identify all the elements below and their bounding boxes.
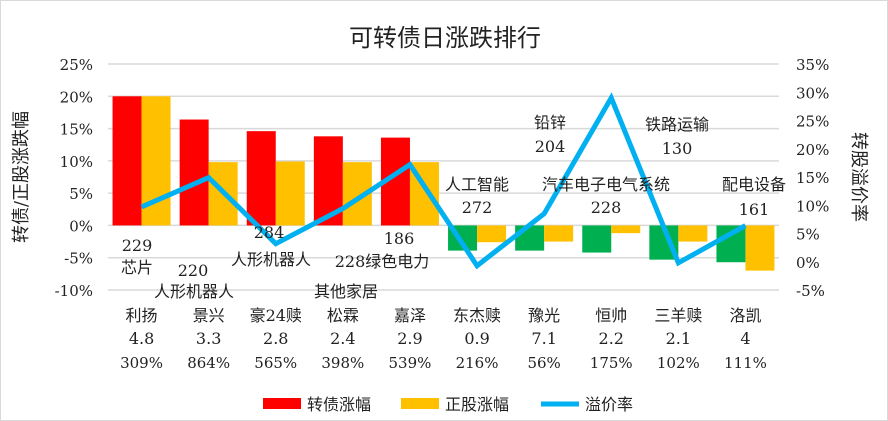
legend-label: 转债涨幅 [307,395,371,414]
legend-swatch [401,398,439,409]
category-label: 恒帅 [595,306,627,325]
y-right-tick-label: 20% [796,141,829,159]
category-label: 豫光 [528,306,560,325]
category-percent-label: 216% [456,354,499,372]
y-right-axis-title: 转股溢价率 [848,132,869,222]
annotation-label: 130 [662,139,693,158]
y-right-tick-label: 15% [796,169,829,187]
legend-label: 溢价率 [585,395,633,414]
category-label: 洛凯 [729,306,761,325]
bar-bond-change [246,131,276,226]
category-value-label: 2.9 [397,329,422,348]
bar-stock-change [611,225,641,234]
bar-stock-change [275,161,305,226]
y-left-tick-label: 25% [60,56,93,74]
bar-bond-change [179,119,209,226]
category-value-label: 2.1 [666,329,691,348]
category-value-label: 2.8 [263,329,288,348]
category-percent-label: 864% [187,354,230,372]
category-percent-label: 111% [724,354,767,372]
y-left-tick-label: -5% [64,250,93,268]
category-value-label: 3.3 [196,329,221,348]
annotation-label: 人形机器人 [154,282,234,301]
category-percent-label: 565% [254,354,297,372]
chart-title: 可转债日涨跌排行 [349,24,541,52]
annotation-label: 229 [122,236,153,255]
legend-swatch [263,398,301,409]
y-right-tick-label: -5% [796,282,825,300]
category-percent-label: 102% [657,354,700,372]
annotation-label: 铅锌 [534,113,566,132]
y-left-tick-label: 20% [60,88,93,106]
legend-label: 正股涨幅 [445,395,509,414]
bar-stock-change [477,225,507,243]
annotation-label: 284 [254,223,285,242]
bar-bond-change [515,225,545,251]
annotation-label: 161 [739,200,770,219]
premium-line [140,92,747,270]
y-right-tick-label: 25% [796,113,829,131]
y-right-tick-label: 5% [796,226,820,244]
y-left-tick-label: 5% [69,185,93,203]
y-left-tick-label: 0% [69,217,93,235]
y-left-tick-label: -10% [55,282,93,300]
annotation-label: 人工智能 [445,175,509,194]
y-right-tick-label: 0% [796,254,820,272]
annotation-label: 人形机器人 [231,250,311,269]
category-value-label: 0.9 [464,329,489,348]
annotation-label: 186 [384,229,415,248]
category-label: 东杰赎 [453,306,501,325]
category-label: 三羊赎 [654,306,702,325]
category-label: 利扬 [126,306,158,325]
bar-bond-change [582,225,612,253]
category-label: 嘉泽 [394,306,426,325]
category-value-label: 4.8 [129,329,154,348]
category-value-label: 2.2 [599,329,624,348]
y-right-tick-label: 30% [796,84,829,102]
category-percent-label: 309% [120,354,163,372]
annotation-label: 铁路运输 [645,115,709,134]
annotation-label: 228绿色电力 [335,252,430,271]
category-percent-label: 56% [527,354,560,372]
category-percent-label: 175% [590,354,633,372]
bar-stock-change [678,225,708,242]
annotation-label: 汽车电子电气系统 [542,175,670,194]
bar-stock-change [745,225,775,271]
category-label: 松霖 [327,306,359,325]
annotation-label: 272 [462,198,493,217]
annotation-label: 228 [591,198,622,217]
annotation-label: 芯片 [121,258,153,277]
category-percent-label: 398% [321,354,364,372]
annotation-label: 配电设备 [722,175,786,194]
y-left-axis-title: 转债/正股涨跌幅 [11,111,32,243]
bar-stock-change [544,225,574,242]
category-percent-label: 539% [389,354,432,372]
annotation-label: 204 [535,137,566,156]
category-label: 景兴 [193,306,225,325]
y-left-tick-label: 15% [60,121,93,139]
y-right-tick-label: 10% [796,197,829,215]
category-value-label: 4 [740,329,750,348]
annotation-label: 220 [178,261,209,280]
y-right-tick-label: 35% [796,56,829,74]
y-left-tick-label: 10% [60,153,93,171]
annotation-label: 其他家居 [314,282,378,301]
bar-bond-change [112,96,142,226]
category-value-label: 2.4 [330,329,355,348]
category-label: 豪24赎 [250,306,302,325]
category-value-label: 7.1 [531,329,556,348]
